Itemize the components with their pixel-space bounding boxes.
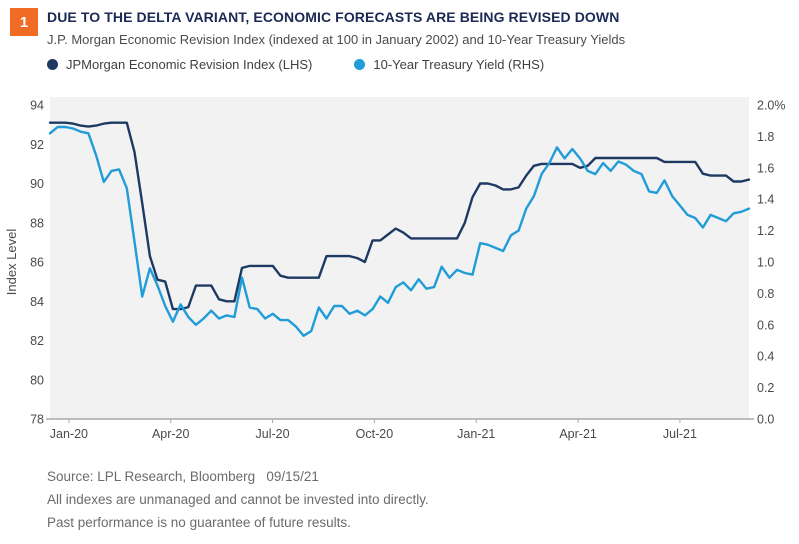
- disclaimer-line-1: All indexes are unmanaged and cannot be …: [47, 492, 429, 507]
- left-axis-title: Index Level: [4, 229, 19, 296]
- left-tick-label: 82: [30, 334, 44, 348]
- left-tick-label: 84: [30, 295, 44, 309]
- left-tick-label: 86: [30, 256, 44, 270]
- chart-title: DUE TO THE DELTA VARIANT, ECONOMIC FOREC…: [47, 9, 620, 25]
- left-tick-label: 94: [30, 99, 44, 113]
- right-tick-label: 1.6: [757, 161, 774, 175]
- source-line: Source: LPL Research, Bloomberg 09/15/21: [47, 469, 319, 484]
- legend-label-treasury-yield: 10-Year Treasury Yield (RHS): [373, 57, 545, 72]
- plot-area: [50, 97, 749, 419]
- right-tick-label: 1.4: [757, 193, 774, 207]
- x-tick-label: Jan-20: [50, 427, 88, 441]
- right-tick-label: 0.0: [757, 413, 774, 427]
- x-tick-label: Jul-20: [256, 427, 290, 441]
- x-tick-label: Oct-20: [356, 427, 394, 441]
- legend-item-revision-index: JPMorgan Economic Revision Index (LHS): [47, 57, 312, 72]
- disclaimer-line-2: Past performance is no guarantee of futu…: [47, 515, 351, 530]
- revision-index-line-series: [48, 121, 751, 311]
- chart-subtitle: J.P. Morgan Economic Revision Index (ind…: [47, 32, 626, 47]
- right-tick-label: 1.2: [757, 224, 774, 238]
- right-tick-label: 2.0%: [757, 99, 786, 113]
- x-tick-label: Jul-21: [663, 427, 697, 441]
- legend-label-revision-index: JPMorgan Economic Revision Index (LHS): [66, 57, 313, 72]
- right-tick-label: 1.8: [757, 130, 774, 144]
- left-tick-label: 80: [30, 373, 44, 387]
- line-chart: Jan-20 Apr-20 Jul-20 Oct-20 Jan-21 Apr-21 Jul-…: [0, 95, 799, 455]
- x-tick-label: Apr-20: [152, 427, 190, 441]
- figure-number-badge: 1: [10, 8, 38, 36]
- footer-notes: Source: LPL Research, Bloomberg 09/15/21…: [47, 465, 429, 534]
- right-tick-label: 0.2: [757, 381, 774, 395]
- header: DUE TO THE DELTA VARIANT, ECONOMIC FOREC…: [47, 9, 787, 72]
- treasury-yield-line-series: [48, 125, 751, 338]
- right-tick-label: 1.0: [757, 256, 774, 270]
- figure-number: 1: [19, 13, 29, 31]
- left-tick-label: 92: [30, 138, 44, 152]
- left-tick-label: 78: [30, 413, 44, 427]
- left-tick-label: 90: [30, 177, 44, 191]
- x-tick-label: Jan-21: [457, 427, 495, 441]
- right-tick-label: 0.8: [757, 287, 774, 301]
- right-tick-label: 0.4: [757, 350, 774, 364]
- left-tick-label: 88: [30, 216, 44, 230]
- x-tick-label: Apr-21: [559, 427, 597, 441]
- right-tick-label: 0.6: [757, 318, 774, 332]
- legend-dot-lightblue-icon: [354, 59, 366, 70]
- legend-dot-navy-icon: [47, 59, 58, 70]
- chart-canvas: Jan-20 Apr-20 Jul-20 Oct-20 Jan-21 Apr-21 Jul-…: [4, 97, 786, 441]
- legend: JPMorgan Economic Revision Index (LHS) 1…: [47, 57, 787, 72]
- legend-item-treasury-yield: 10-Year Treasury Yield (RHS): [354, 57, 544, 72]
